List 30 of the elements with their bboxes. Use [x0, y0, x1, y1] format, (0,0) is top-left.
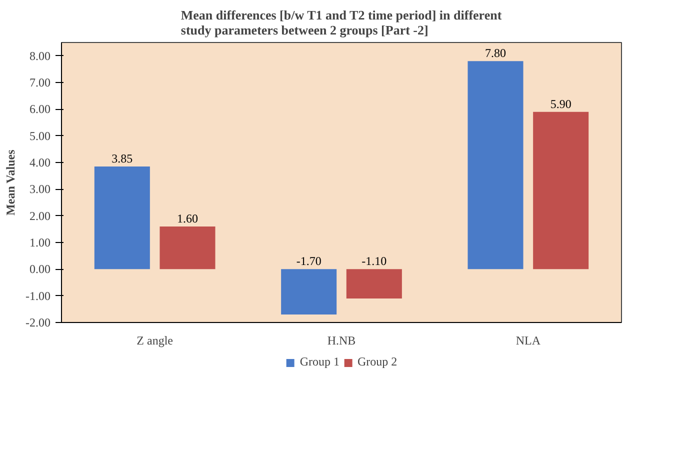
y-tick-label: 3.00	[30, 182, 50, 196]
x-tick-label: Z angle	[136, 334, 174, 348]
x-tick-label: H.NB	[327, 334, 356, 348]
text: 1.60	[177, 212, 198, 226]
y-tick-label: 0.00	[30, 262, 50, 276]
text: 7.80	[485, 46, 506, 60]
text: 5.90	[550, 96, 572, 111]
y-tick-label: 2.00	[30, 208, 50, 223]
bar	[533, 112, 589, 270]
chart-title: Mean differences [b/w T1 and T2 time period] in different study parameters between 2 groups [Part -2]	[180, 8, 502, 38]
y-tick-label: -2.00	[26, 316, 51, 330]
legend-label: Group 1	[300, 354, 340, 370]
legend-label: Group 2	[358, 354, 398, 370]
text: 3.85	[112, 152, 133, 166]
y-tick-label: 7.00	[30, 76, 50, 90]
y-axis-title: Mean Values	[4, 149, 18, 216]
y-tick-label: 4.00	[30, 156, 50, 170]
bar	[160, 226, 216, 270]
y-tick-label: 8.00	[30, 48, 50, 63]
bar	[346, 269, 402, 298]
y-tick-label: 6.00	[30, 102, 50, 116]
bar	[94, 166, 150, 270]
text: -1.70	[296, 254, 322, 268]
y-tick-label: 5.00	[30, 128, 50, 143]
text: -1.10	[362, 254, 387, 268]
bar	[281, 269, 337, 314]
y-tick-label: -1.00	[26, 288, 51, 303]
x-tick-label: NLA	[516, 334, 541, 348]
bar	[468, 61, 524, 270]
y-tick-label: 1.00	[30, 236, 50, 250]
